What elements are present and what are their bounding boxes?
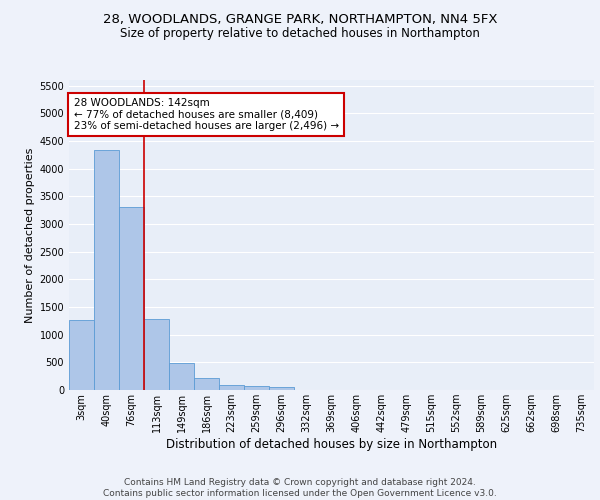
- Bar: [169, 363, 194, 390]
- Y-axis label: Number of detached properties: Number of detached properties: [25, 148, 35, 322]
- Text: Size of property relative to detached houses in Northampton: Size of property relative to detached ho…: [120, 28, 480, 40]
- Bar: [219, 385, 244, 390]
- Text: 28 WOODLANDS: 142sqm
← 77% of detached houses are smaller (8,409)
23% of semi-de: 28 WOODLANDS: 142sqm ← 77% of detached h…: [74, 98, 338, 131]
- Text: 28, WOODLANDS, GRANGE PARK, NORTHAMPTON, NN4 5FX: 28, WOODLANDS, GRANGE PARK, NORTHAMPTON,…: [103, 12, 497, 26]
- Bar: [194, 378, 219, 390]
- X-axis label: Distribution of detached houses by size in Northampton: Distribution of detached houses by size …: [166, 438, 497, 451]
- Bar: [144, 319, 169, 390]
- Text: Contains HM Land Registry data © Crown copyright and database right 2024.
Contai: Contains HM Land Registry data © Crown c…: [103, 478, 497, 498]
- Bar: [269, 386, 294, 390]
- Bar: [69, 320, 94, 390]
- Bar: [119, 208, 144, 390]
- Bar: [244, 386, 269, 390]
- Bar: [94, 150, 119, 390]
